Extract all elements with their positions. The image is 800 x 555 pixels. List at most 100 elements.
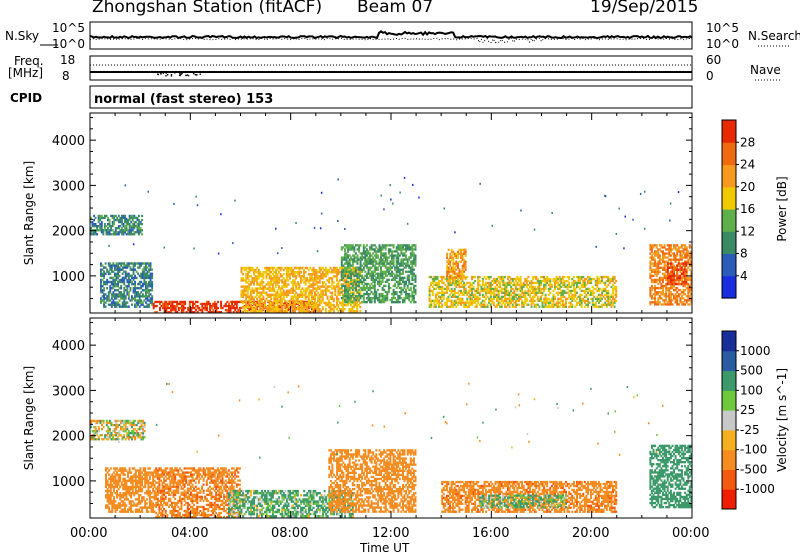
data-cell xyxy=(449,261,451,263)
data-cell xyxy=(474,276,476,278)
data-cell xyxy=(175,307,177,309)
data-cell xyxy=(452,306,454,308)
data-cell xyxy=(675,246,677,248)
data-cell xyxy=(389,265,391,267)
data-cell xyxy=(215,305,217,307)
data-cell xyxy=(211,307,213,309)
data-cell xyxy=(379,285,381,287)
data-cell xyxy=(220,213,222,215)
data-cell xyxy=(649,273,651,275)
data-cell xyxy=(400,244,402,246)
data-cell xyxy=(446,253,448,255)
data-cell xyxy=(657,269,659,271)
data-cell xyxy=(507,278,509,280)
data-cell xyxy=(126,218,128,220)
data-cell xyxy=(657,250,659,252)
data-cell xyxy=(357,254,359,256)
freq-dot xyxy=(177,71,179,73)
data-cell xyxy=(529,294,531,296)
data-cell xyxy=(505,288,507,290)
data-cell xyxy=(571,278,573,280)
data-cell xyxy=(375,246,377,248)
data-cell xyxy=(366,248,368,250)
data-cell xyxy=(375,279,377,281)
data-cell xyxy=(405,289,407,291)
freq-dot xyxy=(185,75,187,77)
data-cell xyxy=(134,264,136,266)
data-cell xyxy=(615,280,617,282)
data-cell xyxy=(352,295,354,297)
data-cell xyxy=(129,223,131,225)
data-cell xyxy=(402,289,404,291)
data-cell xyxy=(322,298,324,300)
data-cell xyxy=(553,294,555,296)
data-cell xyxy=(319,298,321,300)
data-cell xyxy=(122,273,124,275)
data-cell xyxy=(396,250,398,252)
data-cell xyxy=(551,212,553,214)
data-cell xyxy=(413,273,415,275)
data-cell xyxy=(672,283,674,285)
data-cell xyxy=(360,263,362,265)
data-cell xyxy=(153,303,155,305)
data-cell xyxy=(672,293,674,295)
data-cell xyxy=(342,246,344,248)
data-cell xyxy=(435,296,437,298)
data-cell xyxy=(565,306,567,308)
data-cell xyxy=(374,287,376,289)
data-cell xyxy=(258,269,260,271)
data-cell xyxy=(538,306,540,308)
data-cell xyxy=(581,304,583,306)
data-cell xyxy=(413,269,415,271)
data-cell xyxy=(415,254,417,256)
data-cell xyxy=(380,267,382,269)
data-cell xyxy=(255,269,257,271)
data-cell xyxy=(176,301,178,303)
data-cell xyxy=(220,301,222,303)
data-cell xyxy=(355,271,357,273)
data-cell xyxy=(614,298,616,300)
data-cell xyxy=(316,283,318,285)
data-cell xyxy=(563,296,565,298)
data-cell xyxy=(413,287,415,289)
data-cell xyxy=(255,302,257,304)
data-cell xyxy=(521,288,523,290)
data-cell xyxy=(441,300,443,302)
data-cell xyxy=(107,217,109,219)
data-cell xyxy=(457,296,459,298)
data-cell xyxy=(283,298,285,300)
data-cell xyxy=(92,221,94,223)
data-cell xyxy=(195,309,197,311)
data-cell xyxy=(120,291,122,293)
data-cell xyxy=(241,269,243,271)
data-cell xyxy=(133,243,135,245)
data-cell xyxy=(667,262,669,264)
data-cell xyxy=(371,291,373,293)
data-cell xyxy=(676,287,678,289)
data-cell xyxy=(501,304,503,306)
data-cell xyxy=(266,292,268,294)
data-cell xyxy=(687,250,689,252)
data-cell xyxy=(504,296,506,298)
data-cell xyxy=(321,192,323,194)
data-cell xyxy=(141,215,143,217)
data-cell xyxy=(649,265,651,267)
data-cell xyxy=(331,292,333,294)
data-cell xyxy=(253,283,255,285)
data-cell xyxy=(153,307,155,309)
data-cell xyxy=(454,271,456,273)
data-cell xyxy=(342,265,344,267)
data-cell xyxy=(393,265,395,267)
data-cell xyxy=(651,289,653,291)
data-cell xyxy=(413,295,415,297)
data-cell xyxy=(232,242,234,244)
data-cell xyxy=(465,253,467,255)
data-cell xyxy=(272,269,274,271)
data-cell xyxy=(350,275,352,277)
data-cell xyxy=(375,293,377,295)
data-cell xyxy=(112,262,114,264)
data-cell xyxy=(678,295,680,297)
data-cell xyxy=(101,225,103,227)
data-cell xyxy=(360,279,362,281)
data-cell xyxy=(112,287,114,289)
